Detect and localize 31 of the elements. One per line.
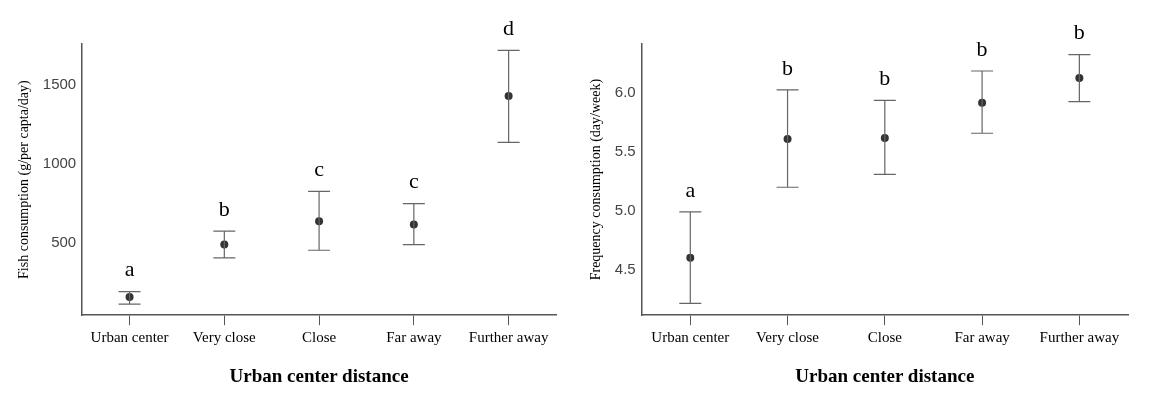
x-tick-label: Urban center (651, 329, 730, 346)
y-tick-label: 6.0 (614, 83, 636, 101)
annotation: b (218, 195, 230, 221)
x-tick-label: Far away (954, 329, 1011, 346)
x-tick-label: Further away (1039, 329, 1120, 346)
annotation: c (314, 156, 325, 182)
y-axis-title: Fish consumption (g/per capta/day) (16, 79, 33, 279)
annotation: b (879, 65, 891, 91)
annotation: a (685, 176, 696, 202)
x-tick-label: Close (302, 329, 337, 346)
y-tick-label: 500 (51, 232, 77, 250)
x-tick-label: Further away (468, 329, 549, 346)
y-tick-label: 1500 (42, 75, 77, 93)
y-axis-title: Frequency consumption (day/week) (588, 78, 605, 281)
x-tick-label: Very close (192, 329, 257, 346)
y-tick-label: 4.5 (614, 259, 636, 277)
annotation: c (408, 168, 419, 194)
y-tick-label: 5.0 (614, 200, 636, 218)
x-tick-label: Urban center (90, 329, 169, 346)
y-tick-label: 1000 (42, 153, 77, 171)
x-axis-title: Urban center distance (229, 364, 409, 386)
annotation: b (1073, 19, 1085, 45)
x-tick-label: Close (867, 329, 903, 346)
annotation: a (124, 256, 135, 282)
x-tick-label: Far away (386, 329, 443, 346)
x-axis-title: Urban center distance (795, 364, 975, 386)
annotation: d (503, 15, 515, 41)
y-tick-label: 5.5 (614, 142, 636, 160)
x-tick-label: Very close (756, 329, 820, 346)
annotation: b (976, 35, 988, 61)
annotation: b (782, 54, 794, 80)
